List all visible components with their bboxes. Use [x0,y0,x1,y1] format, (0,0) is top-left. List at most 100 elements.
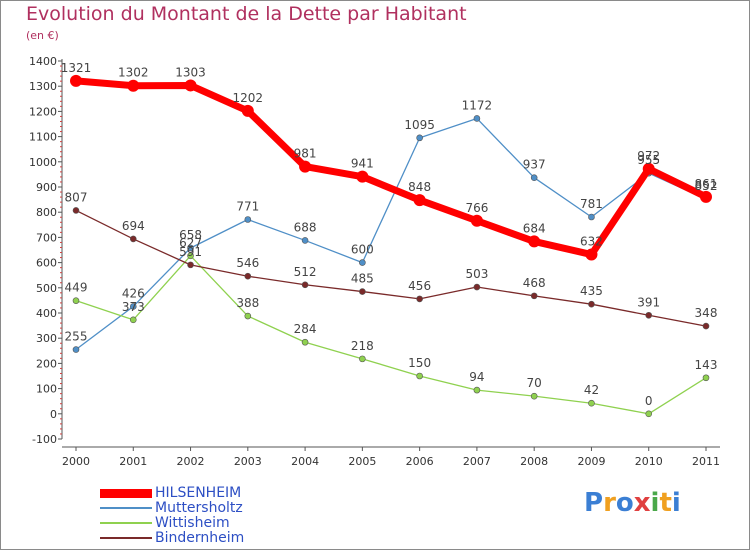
data-label-hilsenheim: 861 [695,177,718,191]
x-tick-label: 2002 [177,455,205,468]
legend-label: Wittisheim [155,515,230,531]
data-label-bindernheim: 512 [294,265,317,279]
y-tick-label: 900 [36,181,57,194]
data-label-bindernheim: 468 [523,276,546,290]
y-tick-label: -100 [32,433,57,446]
data-point-muttersholtz [588,213,595,221]
logo-letter: r [603,488,616,518]
x-tick-label: 2005 [348,455,376,468]
data-label-muttersholtz: 771 [236,200,259,214]
data-point-wittisheim [530,392,538,400]
data-label-bindernheim: 456 [408,279,431,293]
data-point-wittisheim [72,297,80,304]
data-point-muttersholtz [187,244,194,252]
data-label-bindernheim: 503 [465,267,488,281]
data-label-muttersholtz: 600 [351,243,374,257]
y-tick-label: 0 [50,408,57,421]
data-point-bindernheim [359,288,366,295]
data-point-hilsenheim [470,214,483,227]
data-label-muttersholtz: 1095 [404,118,435,132]
legend-label: Bindernheim [155,530,245,546]
data-label-wittisheim: 627 [179,236,202,250]
data-point-bindernheim [187,261,194,269]
data-label-muttersholtz: 255 [65,330,88,344]
data-label-hilsenheim: 1303 [175,65,206,79]
data-label-bindernheim: 694 [122,219,145,233]
data-label-hilsenheim: 981 [294,147,317,161]
x-tick-label: 2009 [577,455,605,468]
data-point-hilsenheim [413,194,426,207]
data-label-wittisheim: 42 [584,383,599,397]
data-label-wittisheim: 388 [236,296,259,310]
data-point-wittisheim [702,374,710,382]
data-point-hilsenheim [585,248,598,261]
data-label-hilsenheim: 1321 [61,61,92,75]
logo-letter: x [633,488,651,518]
data-label-wittisheim: 70 [527,376,542,390]
x-tick-label: 2004 [291,455,319,468]
data-point-bindernheim [301,281,309,289]
x-tick-label: 2011 [692,455,720,468]
y-tick-label: 600 [36,257,57,270]
legend-swatch [100,522,152,524]
y-tick-label: 1400 [29,55,57,68]
data-label-wittisheim: 143 [695,358,718,372]
data-label-bindernheim: 435 [580,284,603,298]
data-label-bindernheim: 391 [637,295,660,309]
x-tick-label: 2006 [406,455,434,468]
data-point-bindernheim [645,311,653,319]
data-point-muttersholtz [72,346,80,353]
data-point-muttersholtz [244,216,252,223]
x-tick-label: 2001 [119,455,147,468]
y-tick-label: 800 [36,206,57,219]
data-label-wittisheim: 218 [351,339,374,353]
y-tick-label: 500 [36,282,57,295]
x-tick-label: 2003 [234,455,262,468]
logo-letter: i [671,488,681,518]
data-point-wittisheim [473,386,481,394]
data-point-wittisheim [129,316,137,324]
data-label-muttersholtz: 658 [179,228,202,242]
y-tick-label: 1100 [29,131,57,144]
data-point-hilsenheim [241,104,254,117]
data-point-muttersholtz [530,174,538,181]
y-tick-label: 1000 [29,156,57,169]
legend-label: Muttersholtz [155,500,243,516]
data-label-bindernheim: 591 [179,245,202,259]
legend-swatch [100,537,152,539]
data-point-bindernheim [244,272,252,280]
data-label-bindernheim: 485 [351,272,374,286]
data-point-wittisheim [416,372,423,380]
data-label-bindernheim: 807 [65,190,88,204]
data-label-wittisheim: 94 [469,370,484,384]
x-tick-label: 2008 [520,455,548,468]
y-tick-label: 300 [36,332,57,345]
data-point-hilsenheim [127,79,140,92]
data-point-wittisheim [244,312,252,320]
data-point-hilsenheim [70,74,82,87]
data-label-muttersholtz: 852 [695,179,718,193]
data-label-muttersholtz: 781 [580,197,603,211]
y-tick-label: 200 [36,357,57,370]
chart-subtitle: (en €) [26,29,59,42]
logo-letter: o [615,488,634,518]
data-label-hilsenheim: 684 [523,221,546,235]
data-point-bindernheim [530,292,538,300]
data-label-hilsenheim: 1302 [118,66,149,80]
data-point-bindernheim [129,235,137,243]
data-point-bindernheim [702,322,710,330]
x-tick-label: 2000 [62,455,90,468]
x-tick-label: 2010 [635,455,663,468]
data-point-wittisheim [588,399,595,407]
series-line-hilsenheim [75,77,708,259]
data-label-hilsenheim: 848 [408,180,431,194]
data-point-bindernheim [588,300,595,308]
data-label-bindernheim: 546 [236,256,259,270]
data-point-muttersholtz [473,115,481,122]
data-label-muttersholtz: 426 [122,286,145,300]
data-point-wittisheim [301,338,309,346]
legend-swatch [100,507,152,509]
y-tick-label: 700 [36,231,57,244]
